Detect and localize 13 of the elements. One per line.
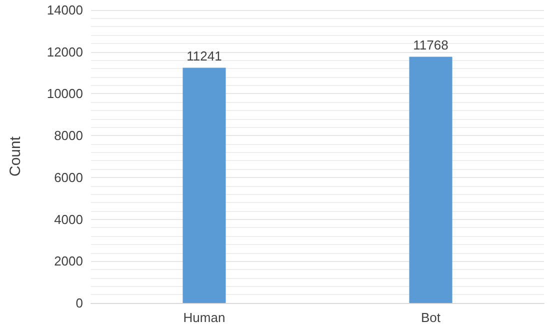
y-tick-label: 4000 bbox=[54, 212, 83, 227]
y-tick-label: 10000 bbox=[46, 86, 83, 102]
data-label: 11768 bbox=[413, 38, 448, 53]
y-tick-label: 8000 bbox=[54, 128, 83, 144]
x-tick-label: Bot bbox=[420, 310, 441, 325]
data-label: 11241 bbox=[186, 48, 222, 64]
y-tick-label: 2000 bbox=[54, 254, 83, 269]
y-tick-label: 14000 bbox=[46, 2, 83, 18]
y-tick-label: 6000 bbox=[54, 170, 83, 185]
y-tick-label: 12000 bbox=[46, 44, 83, 60]
y-axis-title: Count bbox=[7, 136, 24, 177]
x-tick-label: Human bbox=[183, 310, 226, 325]
y-tick-label: 0 bbox=[76, 296, 83, 310]
